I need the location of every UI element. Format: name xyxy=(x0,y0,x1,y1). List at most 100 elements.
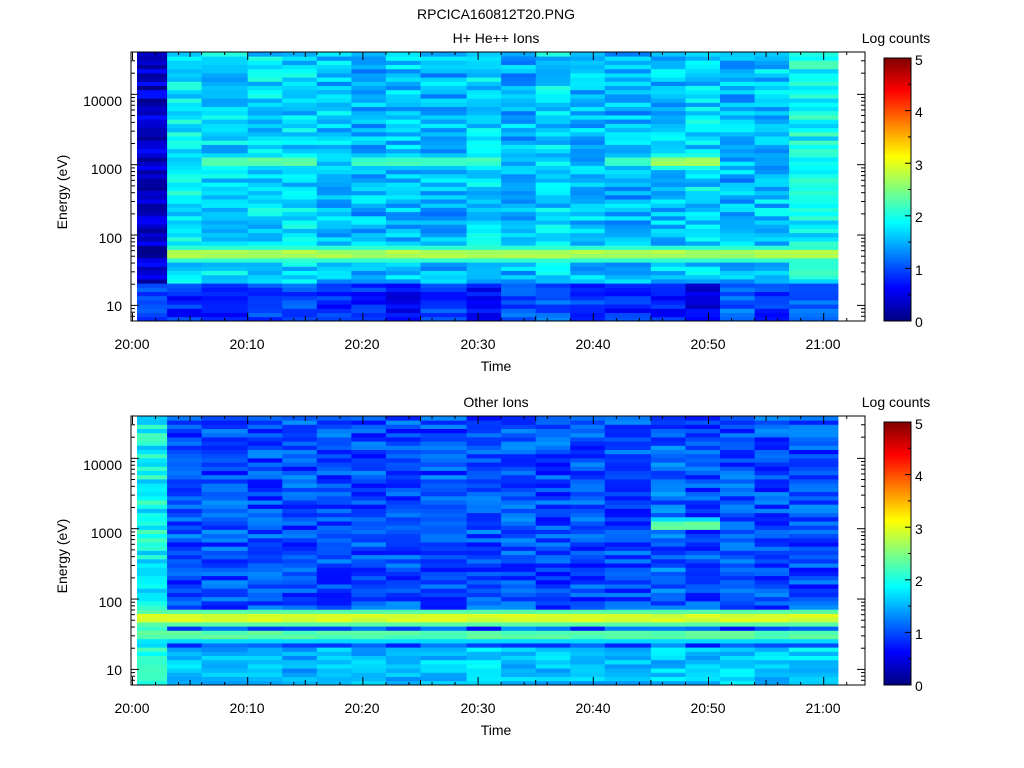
colorbar-swatch xyxy=(884,281,911,285)
spectrogram-cell xyxy=(316,68,352,74)
spectrogram-cell xyxy=(685,424,721,429)
x-axis-label: Time xyxy=(481,358,512,374)
spectrogram-cell xyxy=(282,567,318,572)
spectrogram-cell xyxy=(789,258,839,263)
spectrogram-cell xyxy=(535,89,571,95)
spectrogram-cell xyxy=(535,470,571,476)
spectrogram-cell xyxy=(247,165,283,171)
spectrogram-cell xyxy=(501,148,537,154)
spectrogram-cell xyxy=(685,194,721,200)
spectrogram-cell xyxy=(201,98,249,103)
spectrogram-cell xyxy=(754,161,790,166)
spectrogram-cell xyxy=(167,291,203,297)
spectrogram-cell xyxy=(501,85,537,91)
spectrogram-cell xyxy=(420,533,467,539)
spectrogram-cell xyxy=(466,85,502,91)
spectrogram-cell xyxy=(201,270,249,276)
spectrogram-cell xyxy=(420,169,467,175)
spectrogram-cell xyxy=(650,140,686,145)
spectrogram-cell xyxy=(137,144,168,150)
spectrogram-cell xyxy=(282,140,318,145)
spectrogram-cell xyxy=(420,592,467,598)
spectrogram-cell xyxy=(351,157,387,162)
spectrogram-cell xyxy=(466,119,502,124)
spectrogram-cell xyxy=(137,504,168,509)
spectrogram-cell xyxy=(247,127,283,133)
spectrogram-cell xyxy=(685,592,721,598)
spectrogram-cell xyxy=(137,199,168,204)
spectrogram-cell xyxy=(282,215,318,221)
spectrogram-cell xyxy=(316,529,352,535)
spectrogram-cell xyxy=(316,287,352,292)
spectrogram-cell xyxy=(201,194,249,200)
colorbar-swatch xyxy=(884,666,911,670)
spectrogram-cell xyxy=(385,241,421,246)
spectrogram-cell xyxy=(167,304,203,309)
spectrogram-cell xyxy=(316,617,352,623)
spectrogram-cell xyxy=(385,262,421,267)
spectrogram-cell xyxy=(754,647,790,652)
spectrogram-cell xyxy=(570,228,606,234)
spectrogram-cell xyxy=(137,190,168,196)
spectrogram-cell xyxy=(789,626,839,631)
spectrogram-cell xyxy=(685,144,721,150)
spectrogram-cell xyxy=(167,537,203,543)
spectrogram-cell xyxy=(316,571,352,577)
spectrogram-cell xyxy=(685,466,721,471)
spectrogram-cell xyxy=(685,474,721,480)
spectrogram-cell xyxy=(351,274,387,280)
spectrogram-cell xyxy=(789,462,839,467)
spectrogram-cell xyxy=(316,651,352,656)
spectrogram-cell xyxy=(604,262,652,267)
spectrogram-cell xyxy=(466,668,502,673)
spectrogram-cell xyxy=(137,241,168,246)
colorbar-swatch xyxy=(884,679,911,683)
spectrogram-cell xyxy=(282,550,318,556)
spectrogram-cell xyxy=(535,308,571,313)
spectrogram-cell xyxy=(685,537,721,543)
spectrogram-cell xyxy=(789,270,839,276)
spectrogram-cell xyxy=(650,458,686,463)
spectrogram-cell xyxy=(282,165,318,171)
spectrogram-cell xyxy=(535,241,571,246)
spectrogram-cell xyxy=(720,676,755,682)
spectrogram-cell xyxy=(282,186,318,192)
spectrogram-cell xyxy=(604,584,652,589)
x-tick-label: 20:00 xyxy=(114,336,149,352)
spectrogram-cell xyxy=(167,546,203,551)
colorbar-swatch xyxy=(884,58,911,62)
spectrogram-cell xyxy=(501,626,537,631)
spectrogram-cell xyxy=(685,85,721,91)
y-tick-label: 10 xyxy=(106,298,122,314)
spectrogram-cell xyxy=(420,228,467,234)
spectrogram-cell xyxy=(570,525,606,530)
spectrogram-cell xyxy=(201,186,249,192)
spectrogram-cell xyxy=(316,474,352,480)
spectrogram-cell xyxy=(535,304,571,309)
spectrogram-cell xyxy=(351,203,387,208)
spectrogram-cell xyxy=(501,655,537,661)
spectrogram-cell xyxy=(789,77,839,82)
spectrogram-cell xyxy=(385,56,421,61)
spectrogram-cell xyxy=(535,664,571,669)
colorbar-swatch xyxy=(884,663,911,667)
spectrogram-cell xyxy=(351,253,387,259)
spectrogram-cell xyxy=(351,542,387,547)
spectrogram-cell xyxy=(385,651,421,656)
spectrogram-cell xyxy=(420,609,467,614)
spectrogram-cell xyxy=(720,445,755,450)
spectrogram-cell xyxy=(351,127,387,133)
spectrogram-cell xyxy=(316,165,352,171)
spectrogram-cell xyxy=(685,609,721,614)
spectrogram-cell xyxy=(201,224,249,229)
spectrogram-cell xyxy=(570,81,606,86)
spectrogram-cell xyxy=(316,64,352,70)
colorbar-swatch xyxy=(884,79,911,83)
spectrogram-cell xyxy=(789,474,839,480)
spectrogram-cell xyxy=(167,563,203,568)
spectrogram-cell xyxy=(604,622,652,627)
spectrogram-cell xyxy=(754,249,790,255)
spectrogram-cell xyxy=(604,316,652,322)
spectrogram-cell xyxy=(789,558,839,564)
spectrogram-cell xyxy=(385,630,421,635)
